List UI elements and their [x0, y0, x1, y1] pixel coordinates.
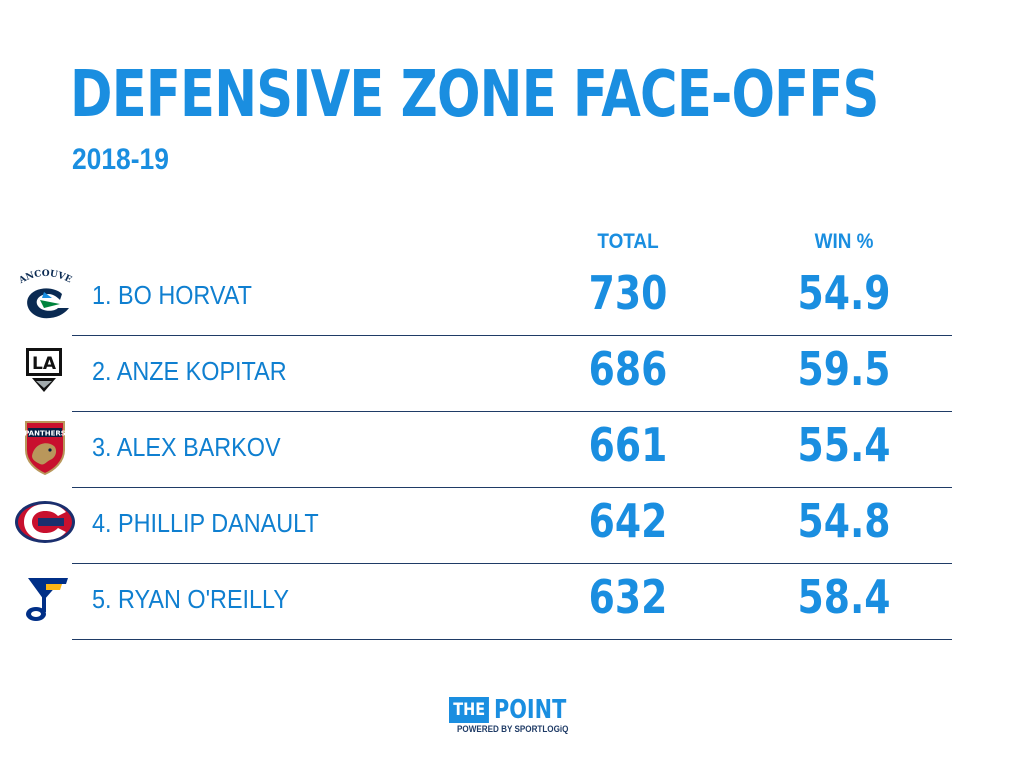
powered-by-text: POWERED BY SPORTLOGiQ	[457, 724, 569, 734]
total-value: 686	[588, 342, 668, 396]
win-pct-value: 58.4	[797, 570, 891, 624]
table-row: VANCOUVER 1. BO HORVAT 730 54.9	[0, 257, 1024, 336]
canucks-logo-icon: VANCOUVER	[10, 257, 76, 324]
column-header-total: TOTAL	[597, 230, 659, 253]
table-row: 5. RYAN O'REILLY 632 58.4	[0, 564, 1024, 640]
player-name: 3. ALEX BARKOV	[92, 432, 281, 462]
svg-text:PANTHERS: PANTHERS	[24, 430, 66, 438]
brand-the: THE	[449, 697, 490, 723]
kings-logo-icon: LA	[14, 340, 76, 400]
total-value: 730	[588, 266, 668, 320]
table-row: 4. PHILLIP DANAULT 642 54.8	[0, 488, 1024, 564]
win-pct-value: 54.8	[797, 494, 891, 548]
table-row: PANTHERS 3. ALEX BARKOV 661 55.4	[0, 412, 1024, 488]
row-divider	[72, 411, 952, 412]
row-divider	[72, 487, 952, 488]
total-value: 661	[588, 418, 668, 472]
win-pct-value: 59.5	[797, 342, 891, 396]
row-divider	[72, 563, 952, 564]
row-divider	[72, 639, 952, 640]
player-name: 4. PHILLIP DANAULT	[92, 508, 319, 538]
brand-point: POINT	[494, 695, 567, 725]
player-name: 2. ANZE KOPITAR	[92, 356, 287, 386]
chart-title: DEFENSIVE ZONE FACE-OFFS	[70, 58, 879, 132]
brand-wordmark: THE POINT	[449, 697, 585, 723]
column-header-win-pct: WIN %	[814, 230, 874, 253]
svg-text:LA: LA	[32, 354, 57, 374]
total-value: 642	[588, 494, 668, 548]
table-row: LA 2. ANZE KOPITAR 686 59.5	[0, 336, 1024, 412]
total-value: 632	[588, 570, 668, 624]
win-pct-value: 55.4	[797, 418, 891, 472]
blues-logo-icon	[14, 568, 76, 628]
player-name: 1. BO HORVAT	[92, 280, 252, 310]
svg-text:VANCOUVER: VANCOUVER	[14, 264, 73, 286]
win-pct-value: 54.9	[797, 266, 891, 320]
panthers-logo-icon: PANTHERS	[14, 416, 76, 476]
player-name: 5. RYAN O'REILLY	[92, 584, 289, 614]
canadiens-logo-icon	[14, 492, 76, 552]
the-point-logo: THE POINT POWERED BY SPORTLOGiQ	[445, 693, 580, 743]
row-divider	[72, 335, 952, 336]
chart-subtitle: 2018-19	[72, 143, 169, 176]
